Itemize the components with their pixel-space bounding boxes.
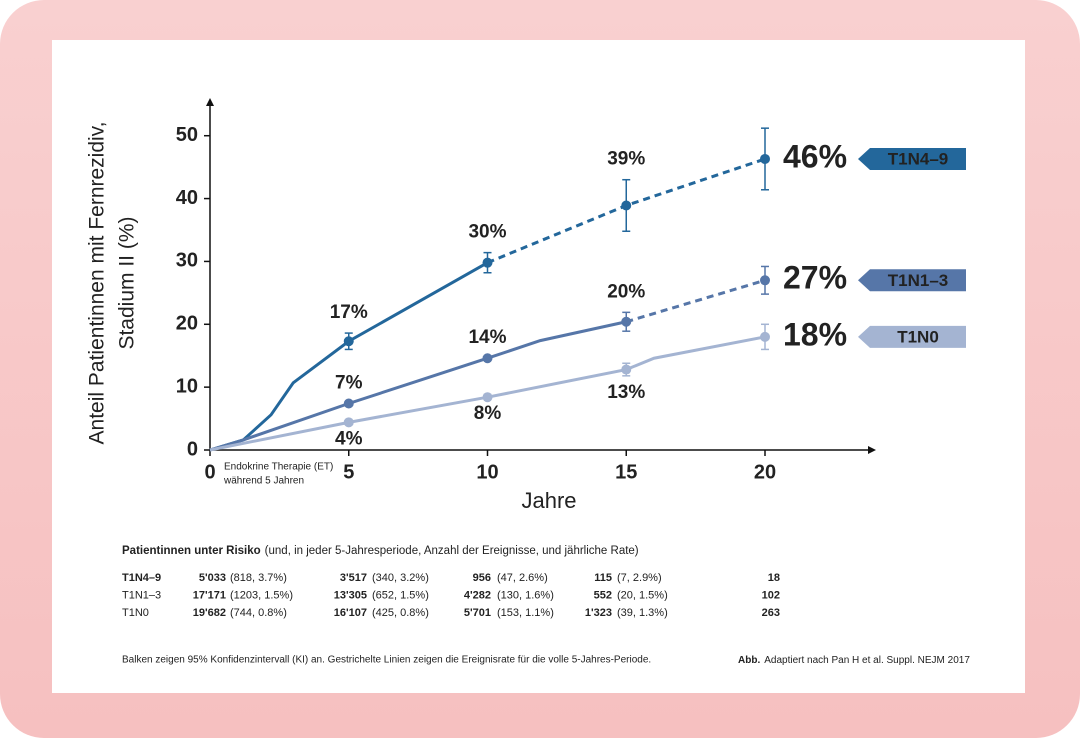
value-label: 7% bbox=[335, 373, 363, 394]
y-axis-label: Anteil Patientinnen mit Fernrezidiv, bbox=[86, 122, 109, 445]
risk-count: 115 bbox=[594, 572, 612, 584]
risk-count: 263 bbox=[762, 607, 780, 619]
value-label: 17% bbox=[330, 302, 368, 323]
risk-count: 13'305 bbox=[334, 589, 367, 601]
x-tick-label: 10 bbox=[476, 461, 498, 483]
risk-detail: (425, 0.8%) bbox=[372, 607, 429, 619]
risk-detail: (818, 3.7%) bbox=[230, 572, 287, 584]
risk-detail: (1203, 1.5%) bbox=[230, 589, 293, 601]
source-label: Abb. bbox=[738, 655, 760, 666]
row-name: T1N1–3 bbox=[122, 589, 161, 601]
risk-detail: (130, 1.6%) bbox=[497, 589, 554, 601]
marker bbox=[343, 336, 354, 347]
x-tick-label: 5 bbox=[343, 461, 354, 483]
risk-count: 18 bbox=[768, 572, 780, 584]
risk-count: 102 bbox=[762, 589, 780, 601]
table-subtitle: (und, in jeder 5-Jahresperiode, Anzahl d… bbox=[265, 545, 639, 557]
series-tag bbox=[858, 269, 966, 292]
risk-count: 956 bbox=[473, 572, 491, 584]
table-title: Patientinnen unter Risiko bbox=[122, 545, 261, 557]
y-tick-label: 20 bbox=[176, 313, 198, 335]
value-label: 39% bbox=[607, 149, 645, 170]
x-tick-label: 20 bbox=[754, 461, 776, 483]
y-tick-label: 40 bbox=[176, 187, 198, 209]
y-tick-label: 10 bbox=[176, 375, 198, 397]
risk-detail: (652, 1.5%) bbox=[372, 589, 429, 601]
marker bbox=[621, 364, 632, 375]
marker bbox=[760, 331, 770, 342]
x-axis-label: Jahre bbox=[521, 488, 576, 513]
value-label: 8% bbox=[474, 403, 502, 424]
y-tick-label: 0 bbox=[187, 438, 198, 460]
x-tick-label: 0 bbox=[204, 461, 215, 483]
value-label: 14% bbox=[468, 327, 506, 348]
line bbox=[209, 335, 766, 452]
end-label: 46% bbox=[783, 138, 847, 174]
marker bbox=[760, 275, 770, 286]
footer-source: Abb. Adaptiert nach Pan H et al. Suppl. N… bbox=[738, 655, 970, 666]
marker bbox=[621, 316, 632, 327]
legend-label: T1N4–9 bbox=[888, 149, 948, 168]
y-tick-label: 50 bbox=[176, 124, 198, 146]
risk-count: 552 bbox=[594, 589, 612, 601]
risk-detail: (340, 3.2%) bbox=[372, 572, 429, 584]
marker bbox=[760, 153, 770, 164]
risk-count: 3'517 bbox=[340, 572, 367, 584]
y-axis-label: Stadium II (%) bbox=[116, 216, 139, 349]
marker bbox=[343, 417, 354, 428]
marker bbox=[621, 200, 632, 211]
risk-count: 5'701 bbox=[464, 607, 491, 619]
risk-detail: (20, 1.5%) bbox=[617, 589, 668, 601]
risk-count: 17'171 bbox=[193, 589, 226, 601]
series-tag bbox=[858, 325, 966, 348]
marker bbox=[482, 392, 493, 403]
footer-note: Balken zeigen 95% Konfidenzintervall (KI… bbox=[122, 655, 651, 666]
risk-detail: (47, 2.6%) bbox=[497, 572, 548, 584]
y-axis-arrow bbox=[206, 98, 214, 106]
row-name: T1N0 bbox=[122, 607, 149, 619]
risk-detail: (744, 0.8%) bbox=[230, 607, 287, 619]
risk-detail: (7, 2.9%) bbox=[617, 572, 662, 584]
source: Adaptiert nach Pan H et al. Suppl. NEJM … bbox=[764, 655, 970, 666]
risk-count: 1'323 bbox=[585, 607, 612, 619]
risk-count: 4'282 bbox=[464, 589, 491, 601]
risk-count: 5'033 bbox=[199, 572, 226, 584]
x-axis-arrow bbox=[868, 446, 876, 454]
card bbox=[52, 40, 1025, 693]
risk-detail: (153, 1.1%) bbox=[497, 607, 554, 619]
value-label: 20% bbox=[607, 281, 645, 302]
annotation: während 5 Jahren bbox=[223, 476, 304, 487]
y-tick-label: 30 bbox=[176, 250, 198, 272]
end-label: 27% bbox=[783, 260, 847, 296]
legend-label: T1N1–3 bbox=[888, 271, 948, 290]
risk-detail: (39, 1.3%) bbox=[617, 607, 668, 619]
risk-count: 16'107 bbox=[334, 607, 367, 619]
end-label: 18% bbox=[783, 316, 847, 352]
marker bbox=[343, 398, 354, 409]
marker bbox=[482, 353, 493, 364]
marker bbox=[482, 257, 493, 268]
dashed-line bbox=[625, 278, 766, 324]
value-label: 30% bbox=[468, 222, 506, 243]
value-label: 13% bbox=[607, 382, 645, 403]
series-tag bbox=[858, 147, 966, 170]
table-heading: Patientinnen unter Risiko (und, in jeder … bbox=[122, 545, 639, 557]
legend-label: T1N0 bbox=[897, 327, 939, 346]
line bbox=[209, 320, 627, 452]
annotation: Endokrine Therapie (ET) bbox=[224, 462, 333, 473]
risk-count: 19'682 bbox=[193, 607, 226, 619]
row-name: T1N4–9 bbox=[122, 572, 161, 584]
value-label: 4% bbox=[335, 428, 363, 449]
x-tick-label: 15 bbox=[615, 461, 637, 483]
